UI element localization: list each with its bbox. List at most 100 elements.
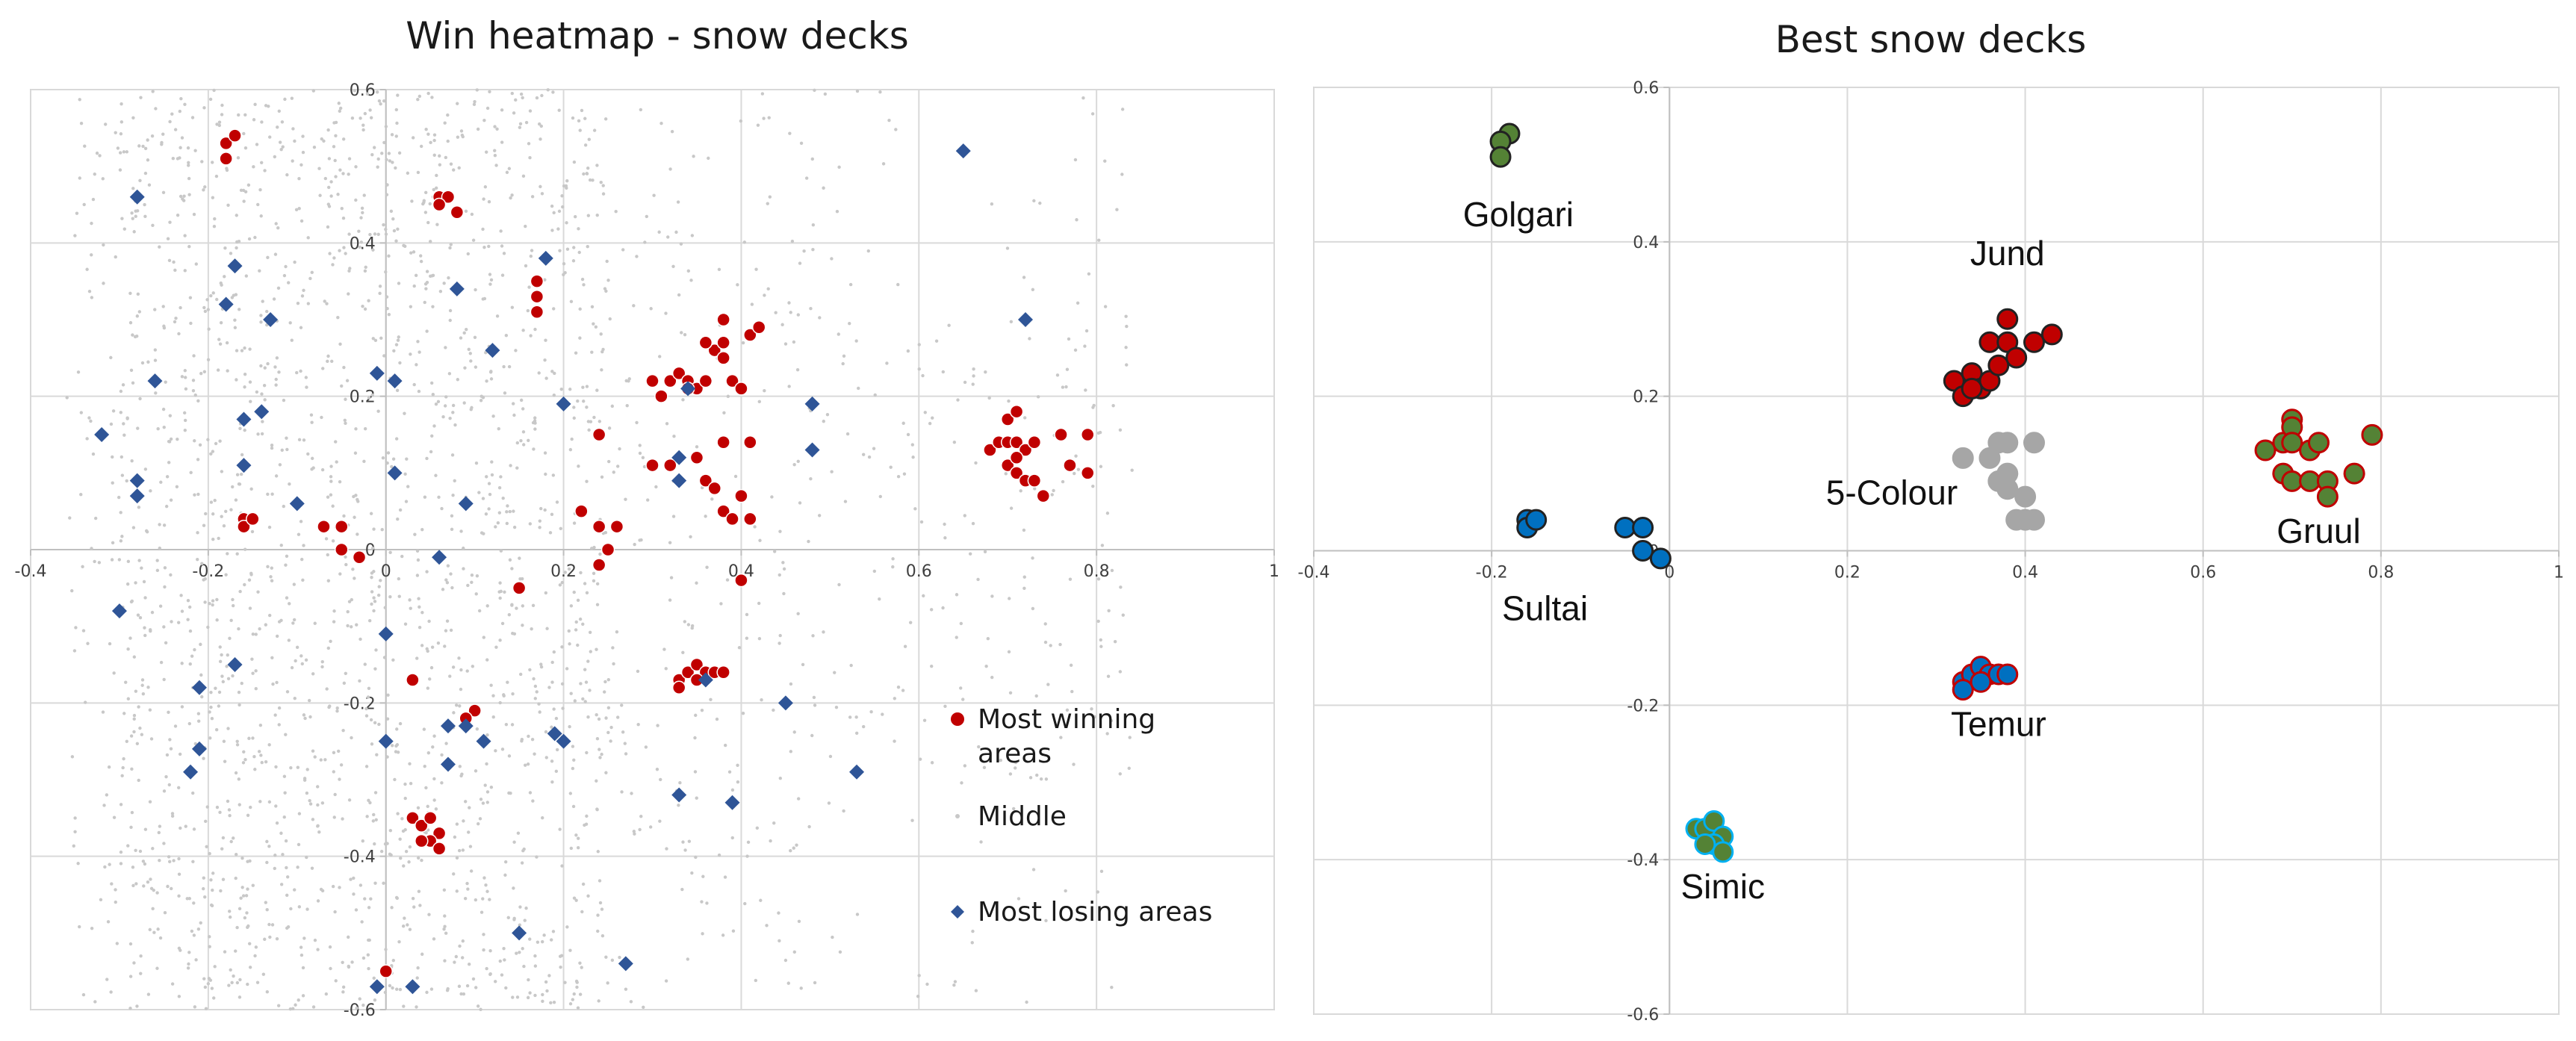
middle-point: [655, 768, 659, 771]
middle-point: [504, 334, 509, 338]
middle-point: [329, 639, 332, 644]
legend-label-middle: Middle: [978, 801, 1067, 832]
middle-point: [1110, 568, 1114, 573]
middle-point: [256, 202, 260, 207]
losing-point: [263, 312, 279, 327]
middle-point: [537, 371, 541, 375]
middle-point: [432, 424, 436, 428]
middle-point: [545, 627, 549, 630]
middle-point: [569, 299, 574, 304]
middle-point: [350, 736, 353, 740]
middle-point: [81, 629, 86, 633]
middle-point: [612, 470, 615, 474]
middle-point: [385, 183, 389, 187]
middle-point: [70, 755, 75, 759]
middle-point: [507, 364, 512, 369]
middle-point: [455, 889, 459, 893]
middle-point: [790, 239, 795, 243]
middle-point: [597, 999, 600, 1003]
winning-point: [237, 519, 251, 534]
middle-point: [1100, 544, 1105, 547]
middle-point: [146, 992, 151, 996]
winning-point: [609, 519, 624, 534]
middle-point: [370, 590, 374, 594]
middle-point: [621, 248, 625, 252]
middle-point: [118, 168, 122, 172]
middle-point: [532, 447, 536, 451]
middle-point: [400, 554, 404, 559]
middle-point: [540, 939, 544, 944]
winning-point: [1000, 412, 1015, 426]
middle-point: [857, 386, 860, 391]
middle-point: [1119, 585, 1123, 589]
middle-point: [1007, 650, 1011, 654]
middle-point: [475, 88, 479, 92]
middle-point: [901, 421, 905, 425]
middle-point: [830, 257, 834, 261]
winning-point: [734, 382, 748, 396]
middle-point: [555, 500, 559, 504]
middle-point: [782, 591, 786, 596]
middle-point: [398, 508, 403, 512]
middle-point: [455, 856, 459, 860]
middle-point: [189, 470, 193, 475]
middle-point: [101, 710, 105, 714]
middle-point: [1110, 985, 1114, 989]
middle-point: [459, 529, 463, 533]
middle-point: [229, 968, 232, 972]
middle-point: [595, 647, 598, 651]
left-x-tick-label: 0: [381, 562, 391, 581]
middle-point: [521, 430, 526, 434]
middle-point: [360, 206, 364, 211]
middle-point: [135, 1004, 139, 1008]
middle-point: [922, 594, 925, 598]
middle-point: [588, 630, 592, 634]
middle-point: [142, 884, 146, 888]
winning-point: [645, 373, 659, 388]
middle-point: [1096, 890, 1099, 894]
middle-point: [451, 411, 455, 414]
middle-point: [475, 574, 479, 578]
middle-point: [560, 645, 564, 649]
middle-point: [500, 273, 505, 277]
middle-point: [209, 878, 213, 882]
middle-point: [1011, 807, 1016, 811]
middle-point: [404, 849, 409, 854]
middle-point: [240, 453, 244, 457]
cluster-sultai: Sultai: [1502, 509, 1672, 628]
middle-point: [572, 246, 576, 249]
middle-point: [345, 379, 350, 382]
middle-point: [322, 139, 326, 143]
middle-point: [220, 515, 223, 518]
middle-point: [155, 966, 159, 970]
losing-point: [183, 764, 199, 780]
middle-point: [1105, 512, 1110, 515]
middle-point: [1039, 777, 1043, 781]
middle-point: [428, 240, 432, 243]
middle-point: [213, 965, 217, 969]
middle-point: [396, 93, 400, 97]
losing-point: [129, 488, 145, 504]
middle-point: [581, 385, 585, 389]
middle-point: [273, 713, 277, 717]
middle-point: [709, 697, 713, 702]
middle-point: [652, 193, 656, 197]
middle-point: [191, 860, 195, 863]
middle-point: [572, 405, 576, 409]
middle-point: [332, 620, 336, 624]
middle-point: [338, 886, 341, 889]
winning-point: [671, 366, 686, 381]
middle-point: [179, 96, 183, 101]
middle-point: [908, 621, 913, 624]
middle-point: [552, 307, 556, 311]
middle-point: [367, 906, 371, 910]
middle-point: [136, 292, 140, 296]
middle-point: [502, 252, 506, 255]
middle-point: [373, 721, 377, 724]
middle-point: [441, 415, 445, 419]
middle-point: [934, 339, 939, 343]
middle-point: [408, 598, 412, 602]
middle-point: [382, 99, 386, 103]
middle-point: [448, 246, 452, 250]
middle-point: [586, 166, 590, 170]
